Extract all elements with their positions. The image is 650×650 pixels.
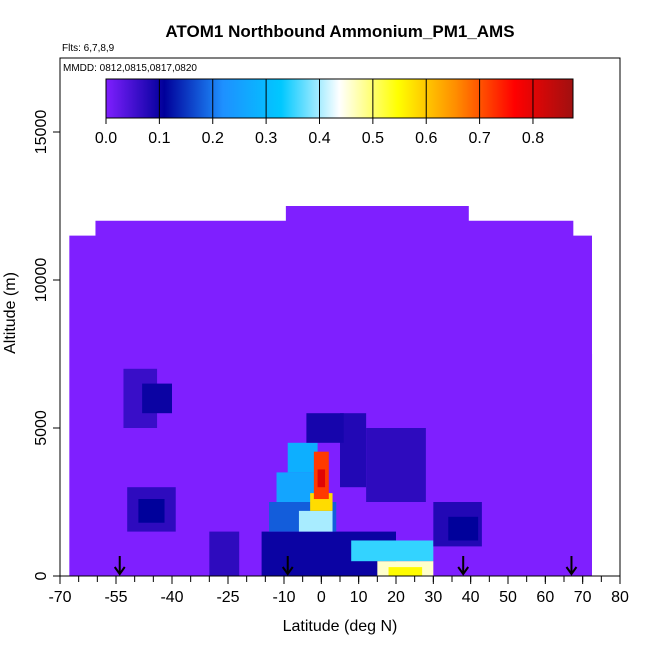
flight-marker-arrow bbox=[457, 556, 470, 576]
heatmap-cell bbox=[209, 531, 240, 576]
x-tick-label: 40 bbox=[462, 589, 480, 606]
heatmap-cell bbox=[388, 567, 423, 576]
heatmap-cell bbox=[306, 413, 344, 443]
colorbar-tick-label: 0.7 bbox=[468, 130, 490, 147]
flight-marker-arrow bbox=[281, 556, 294, 576]
y-tick-label: 15000 bbox=[33, 110, 50, 155]
x-tick-label: -70 bbox=[48, 589, 71, 606]
colorbar-tick-label: 0.8 bbox=[522, 130, 544, 147]
y-tick-label: 0 bbox=[33, 571, 50, 580]
x-tick-label: 80 bbox=[611, 589, 629, 606]
heatmap-cell bbox=[351, 540, 434, 562]
chart-title: ATOM1 Northbound Ammonium_PM1_AMS bbox=[165, 22, 514, 41]
colorbar-tick-label: 0.2 bbox=[202, 130, 224, 147]
heatmap-cell bbox=[340, 413, 367, 488]
heatmap-cell bbox=[298, 510, 333, 532]
x-tick-label: 60 bbox=[536, 589, 554, 606]
flight-markers bbox=[113, 556, 578, 576]
y-axis: 0 5000 10000 15000 bbox=[33, 110, 60, 580]
colorbar-gradient bbox=[105, 78, 574, 119]
colorbar-tick-label: 0.6 bbox=[415, 130, 437, 147]
field-background bbox=[69, 206, 593, 576]
y-tick-label: 10000 bbox=[33, 258, 50, 303]
heatmap-cell bbox=[317, 469, 326, 488]
x-axis-label: Latitude (deg N) bbox=[283, 618, 398, 635]
dates-annotation: MMDD: 0812,0815,0817,0820 bbox=[63, 63, 197, 74]
x-tick-label: -55 bbox=[104, 589, 127, 606]
heatmap-cell bbox=[142, 383, 172, 414]
x-tick-label: 30 bbox=[424, 589, 442, 606]
x-tick-label: 10 bbox=[350, 589, 368, 606]
flights-annotation: Flts: 6,7,8,9 bbox=[62, 43, 115, 54]
colorbar-tick-label: 0.3 bbox=[255, 130, 277, 147]
heatmap-cell bbox=[287, 442, 318, 473]
x-tick-label: -10 bbox=[272, 589, 295, 606]
plot-area bbox=[69, 206, 593, 576]
flight-marker-arrow bbox=[113, 556, 126, 576]
colorbar: 0.0 0.1 0.2 0.3 0.4 0.5 0.6 0.7 0.8 bbox=[95, 78, 574, 147]
x-tick-label: -40 bbox=[160, 589, 183, 606]
colorbar-tick-label: 0.5 bbox=[362, 130, 384, 147]
x-tick-label: 20 bbox=[387, 589, 405, 606]
colorbar-tick-label: 0.4 bbox=[308, 130, 330, 147]
flight-marker-arrow bbox=[565, 556, 578, 576]
x-tick-label: 70 bbox=[574, 589, 592, 606]
x-tick-label: -25 bbox=[216, 589, 239, 606]
x-tick-label: 0 bbox=[317, 589, 326, 606]
heatmap-cell bbox=[448, 516, 479, 541]
heatmap-cell bbox=[138, 499, 165, 523]
heatmap-cell bbox=[366, 428, 426, 502]
y-tick-label: 5000 bbox=[33, 410, 50, 446]
x-axis: -70 -55 -40 -25 -10 0 10 20 30 40 50 60 70 80 bbox=[48, 576, 629, 606]
x-tick-label: 50 bbox=[499, 589, 517, 606]
plot-frame bbox=[59, 57, 621, 577]
colorbar-tick-label: 0.0 bbox=[95, 130, 117, 147]
y-axis-label: Altitude (m) bbox=[2, 272, 19, 354]
colorbar-tick-label: 0.1 bbox=[148, 130, 170, 147]
